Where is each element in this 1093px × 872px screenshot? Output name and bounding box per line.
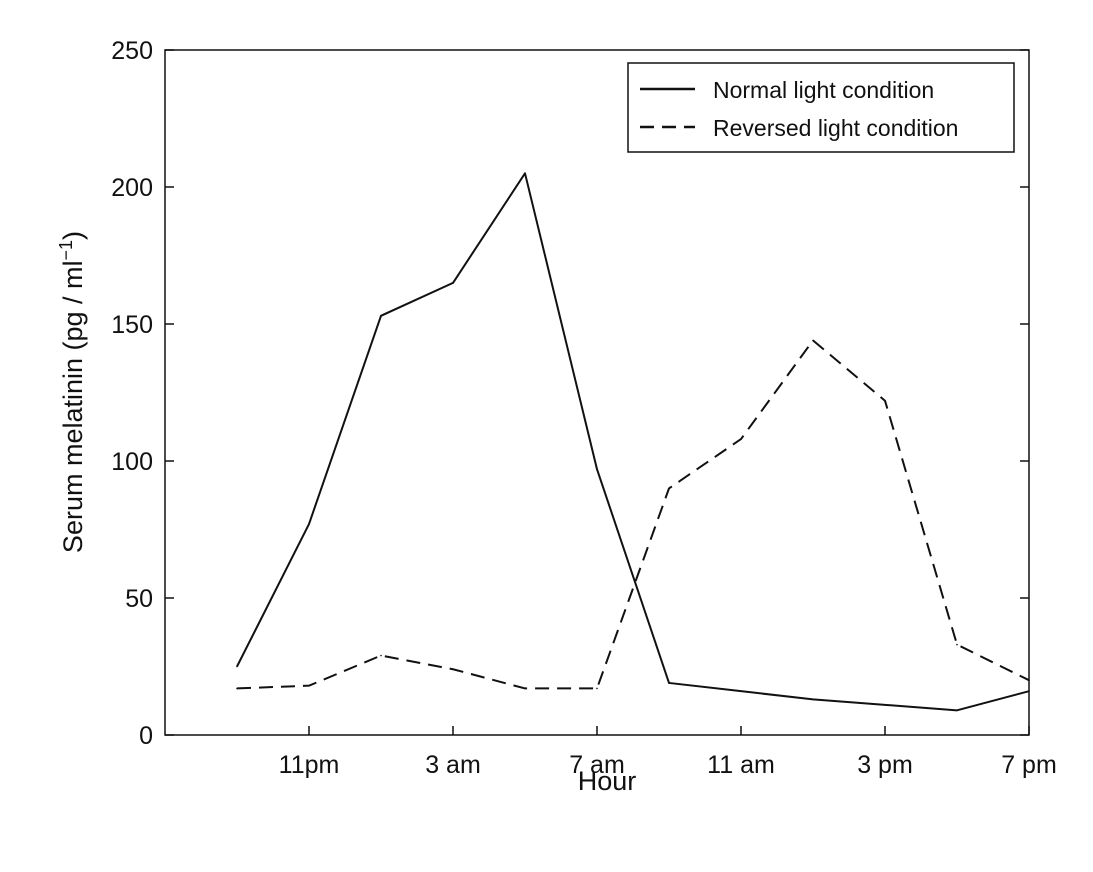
y-tick-label: 150 <box>111 311 153 339</box>
y-tick-label: 250 <box>111 37 153 65</box>
x-tick-label: 7 pm <box>1001 751 1057 779</box>
x-tick-label: 7 am <box>569 751 625 779</box>
legend-label-normal: Normal light condition <box>713 77 934 103</box>
y-axis-label: Serum melatinin (pg / ml−1) <box>56 231 88 553</box>
y-axis-label-superscript: −1 <box>56 240 76 261</box>
data-point <box>452 668 454 671</box>
legend-label-reversed: Reversed light condition <box>713 115 958 141</box>
y-tick-label: 0 <box>139 722 153 750</box>
data-point <box>740 438 742 440</box>
data-point <box>524 687 526 690</box>
data-point <box>452 282 454 284</box>
data-point <box>596 687 598 690</box>
series-line-reversed <box>236 339 1030 690</box>
x-tick-label: 3 am <box>425 751 481 779</box>
data-point <box>884 704 886 706</box>
data-point <box>380 654 382 657</box>
y-axis-label-close: ) <box>58 231 88 240</box>
data-point <box>236 687 238 690</box>
data-point <box>524 172 526 175</box>
data-point <box>668 682 670 684</box>
x-tick-label: 11pm <box>279 751 340 779</box>
data-point <box>956 709 958 712</box>
x-tick-label: 3 pm <box>857 751 913 779</box>
y-axis-label-main: Serum melatinin (pg / ml <box>58 260 88 553</box>
data-point <box>236 665 238 668</box>
data-point <box>1028 690 1030 692</box>
data-point <box>596 468 598 471</box>
y-tick-label: 200 <box>111 174 153 202</box>
data-point <box>956 643 958 646</box>
legend-box <box>627 62 1015 153</box>
data-point <box>308 684 310 687</box>
data-point <box>380 314 382 317</box>
data-point <box>740 690 742 692</box>
data-point <box>668 487 670 490</box>
data-point <box>812 698 814 701</box>
data-point <box>884 399 886 402</box>
x-axis-label: Hour <box>578 766 637 796</box>
y-tick-label: 50 <box>125 585 153 613</box>
x-tick-label: 11 am <box>707 751 775 779</box>
data-point <box>1028 679 1030 681</box>
data-point <box>812 339 814 342</box>
y-tick-label: 100 <box>111 448 153 476</box>
data-point <box>308 523 310 525</box>
series-line-normal <box>236 172 1030 712</box>
legend: Normal light condition Reversed light co… <box>627 62 1015 153</box>
